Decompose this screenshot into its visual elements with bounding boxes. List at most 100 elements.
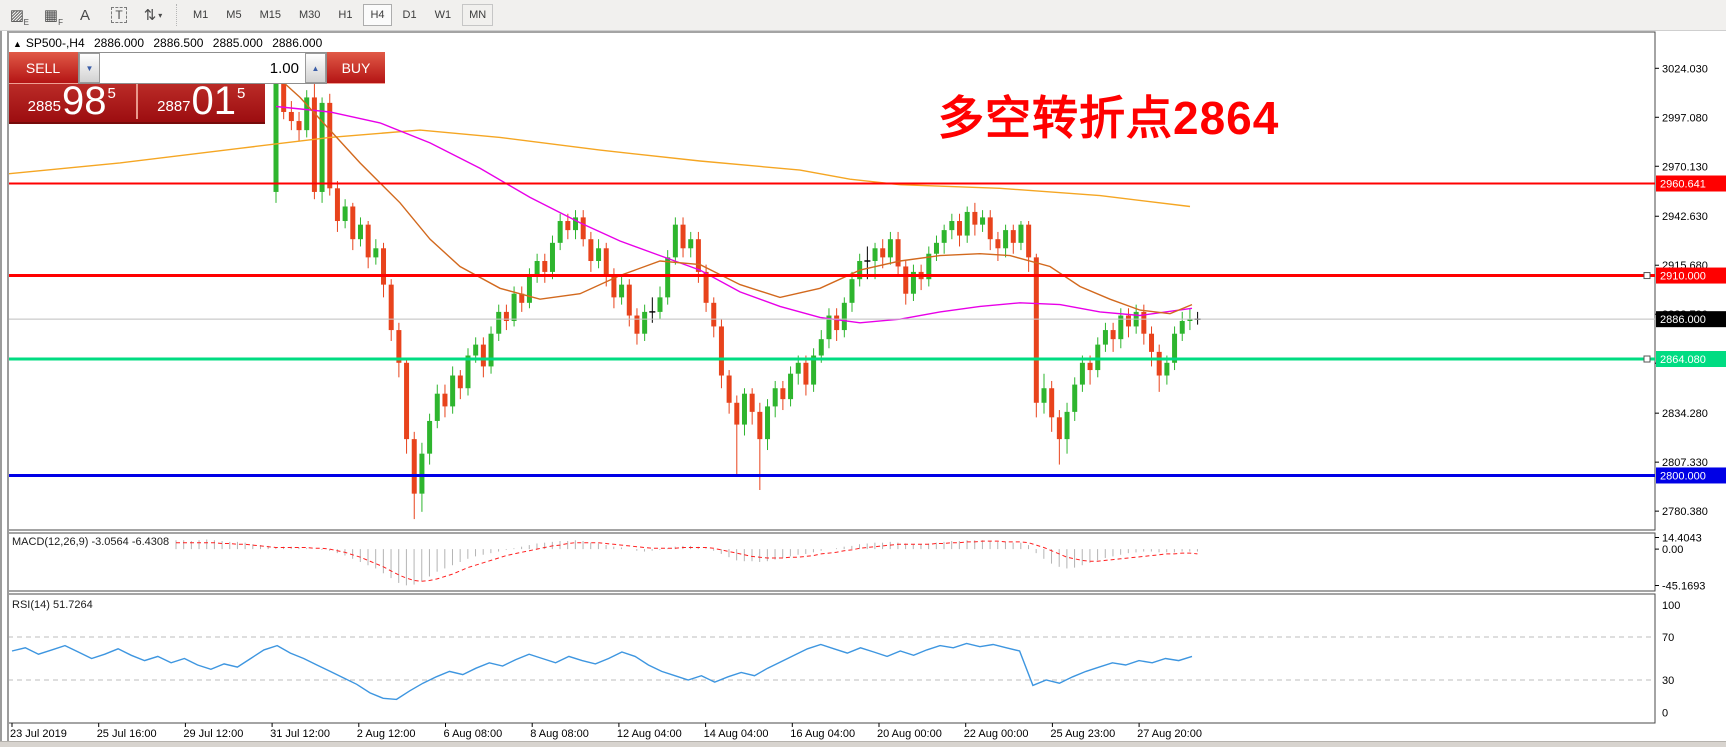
indicators-glyph: ▨ xyxy=(9,7,25,24)
svg-text:2807.330: 2807.330 xyxy=(1662,457,1708,469)
svg-text:3024.030: 3024.030 xyxy=(1662,63,1708,75)
rsi-label: RSI(14) 51.7264 xyxy=(12,599,93,611)
rsi-pane[interactable] xyxy=(7,593,1656,724)
price-axis[interactable]: 3024.0302997.0802970.1302942.6302915.680… xyxy=(1655,63,1726,518)
svg-text:70: 70 xyxy=(1662,632,1674,644)
svg-text:29 Jul 12:00: 29 Jul 12:00 xyxy=(183,728,243,740)
volume-input[interactable] xyxy=(100,53,305,83)
sell-price-small: 2885 xyxy=(27,98,62,115)
svg-text:2834.280: 2834.280 xyxy=(1662,408,1708,420)
svg-text:16 Aug 04:00: 16 Aug 04:00 xyxy=(790,728,855,740)
svg-text:14.4043: 14.4043 xyxy=(1662,533,1702,545)
svg-text:8 Aug 08:00: 8 Aug 08:00 xyxy=(530,728,589,740)
annotation-text[interactable]: 多空转折点2864 xyxy=(938,92,1280,144)
svg-text:14 Aug 04:00: 14 Aug 04:00 xyxy=(704,728,769,740)
chevron-down-icon: ▾ xyxy=(158,10,163,20)
svg-text:31 Jul 12:00: 31 Jul 12:00 xyxy=(270,728,330,740)
svg-text:2997.080: 2997.080 xyxy=(1662,112,1708,124)
text-box-icon[interactable]: T xyxy=(105,2,133,28)
toolbar-separator xyxy=(176,4,178,26)
price-tag xyxy=(1656,351,1726,368)
symbol-name: SP500-,H4 xyxy=(25,36,85,50)
macd-pane[interactable] xyxy=(7,532,1656,592)
svg-text:0.00: 0.00 xyxy=(1662,544,1683,556)
grid-icon[interactable]: ▦ F xyxy=(37,2,65,28)
svg-text:2780.380: 2780.380 xyxy=(1662,506,1708,518)
candles-layer xyxy=(273,66,1201,520)
cycle-icon[interactable]: ⇅ ▾ xyxy=(139,2,167,28)
rsi-pane-content: 100 70 30 0 xyxy=(8,600,1680,719)
ma-slow-orange xyxy=(7,129,1191,208)
rsi-line xyxy=(11,642,1193,701)
svg-text:2800.000: 2800.000 xyxy=(1660,470,1706,482)
toolbar: ▨ E ▦ F A T ⇅ ▾ M1 M5 M15 M30 H1 H4 D1 W1 MN xyxy=(0,0,1726,31)
main-pane[interactable] xyxy=(7,31,1656,531)
svg-text:20 Aug 00:00: 20 Aug 00:00 xyxy=(877,728,942,740)
svg-text:100: 100 xyxy=(1662,600,1680,612)
hline-handle[interactable] xyxy=(1643,355,1651,363)
buy-price-big: 01 xyxy=(191,79,237,123)
svg-text:25 Jul 16:00: 25 Jul 16:00 xyxy=(97,728,157,740)
price-tag xyxy=(1656,467,1726,484)
sell-price[interactable]: 2885 98 5 xyxy=(8,79,138,123)
macd-signal-line xyxy=(176,540,1198,582)
sell-price-big: 98 xyxy=(62,79,107,123)
svg-text:22 Aug 00:00: 22 Aug 00:00 xyxy=(964,728,1029,740)
svg-text:30: 30 xyxy=(1662,675,1674,687)
svg-text:25 Aug 23:00: 25 Aug 23:00 xyxy=(1050,728,1115,740)
ohlc-low: 2885.000 xyxy=(212,36,263,50)
window-left-edge xyxy=(0,30,9,741)
svg-text:2 Aug 12:00: 2 Aug 12:00 xyxy=(357,728,416,740)
tf-M15[interactable]: M15 xyxy=(253,4,288,26)
tf-M5[interactable]: M5 xyxy=(219,4,248,26)
tf-H4[interactable]: H4 xyxy=(363,4,392,26)
svg-text:6 Aug 08:00: 6 Aug 08:00 xyxy=(444,728,503,740)
sell-button[interactable]: SELL xyxy=(8,52,78,84)
macd-label: MACD(12,26,9) -3.0564 -6.4308 xyxy=(12,536,170,548)
grid-glyph: ▦ xyxy=(43,7,59,24)
tf-MN[interactable]: MN xyxy=(462,4,494,26)
tf-H1[interactable]: H1 xyxy=(331,4,359,26)
collapse-triangle-icon[interactable]: ▲ xyxy=(13,39,22,49)
svg-text:2942.630: 2942.630 xyxy=(1662,211,1708,223)
tf-M30[interactable]: M30 xyxy=(292,4,327,26)
volume-increase-button[interactable]: ▲ xyxy=(305,53,326,83)
svg-text:2886.000: 2886.000 xyxy=(1660,314,1706,326)
svg-text:0: 0 xyxy=(1662,707,1668,719)
hline-handle[interactable] xyxy=(1643,272,1651,280)
buy-price-sup: 5 xyxy=(237,85,246,102)
buy-button[interactable]: BUY xyxy=(327,52,385,84)
indicators-icon[interactable]: ▨ E xyxy=(3,2,31,28)
ma-mid-magenta xyxy=(275,105,1193,324)
buy-price-small: 2887 xyxy=(157,98,191,115)
symbol-header: ▲ SP500-,H4 2886.000 2886.500 2885.000 28… xyxy=(13,36,328,50)
ohlc-close: 2886.000 xyxy=(272,36,323,50)
volume-decrease-button[interactable]: ▼ xyxy=(79,53,100,83)
buy-price[interactable]: 2887 01 5 xyxy=(138,79,266,123)
ohlc-high: 2886.500 xyxy=(153,36,204,50)
svg-text:-45.1693: -45.1693 xyxy=(1662,580,1705,592)
price-tag xyxy=(1656,267,1726,284)
tf-D1[interactable]: D1 xyxy=(396,4,424,26)
svg-text:2970.130: 2970.130 xyxy=(1662,161,1708,173)
tf-M1[interactable]: M1 xyxy=(186,4,215,26)
svg-text:12 Aug 04:00: 12 Aug 04:00 xyxy=(617,728,682,740)
price-tag xyxy=(1656,175,1726,192)
svg-text:23 Jul 2019: 23 Jul 2019 xyxy=(10,728,67,740)
svg-text:27 Aug 20:00: 27 Aug 20:00 xyxy=(1137,728,1202,740)
svg-text:2864.080: 2864.080 xyxy=(1660,354,1706,366)
tf-W1[interactable]: W1 xyxy=(428,4,459,26)
time-axis[interactable]: 23 Jul 2019 25 Jul 16:00 29 Jul 12:00 31 Ju… xyxy=(10,723,1202,740)
svg-text:2910.000: 2910.000 xyxy=(1660,271,1706,283)
volume-spinner: ▼ ▲ xyxy=(78,52,327,84)
sell-price-sup: 5 xyxy=(107,85,116,102)
ma-fast-chocolate xyxy=(271,71,1193,315)
text-label-icon[interactable]: A xyxy=(71,2,99,28)
ohlc-open: 2886.000 xyxy=(93,36,145,50)
svg-text:2960.641: 2960.641 xyxy=(1660,179,1706,191)
window-bottom-edge xyxy=(0,741,1726,747)
price-tag xyxy=(1656,311,1726,328)
